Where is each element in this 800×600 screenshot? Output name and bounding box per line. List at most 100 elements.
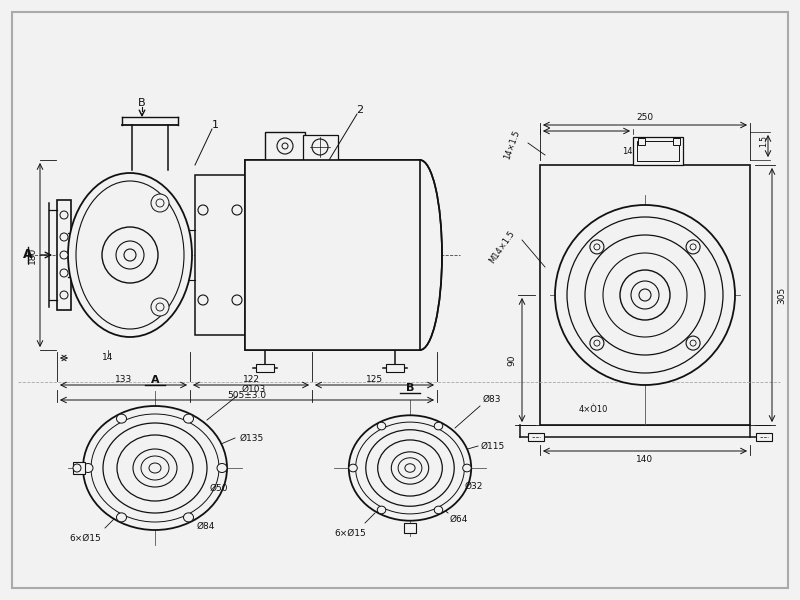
Circle shape: [232, 205, 242, 215]
Circle shape: [631, 281, 659, 309]
Circle shape: [590, 336, 604, 350]
Text: Ø83: Ø83: [483, 395, 502, 404]
Ellipse shape: [391, 452, 429, 484]
Text: 4×Ò10: 4×Ò10: [578, 406, 608, 415]
Bar: [673, 138, 680, 145]
Ellipse shape: [117, 513, 126, 522]
Ellipse shape: [434, 422, 442, 430]
Circle shape: [198, 205, 208, 215]
Circle shape: [594, 244, 600, 250]
Circle shape: [690, 340, 696, 346]
Ellipse shape: [103, 423, 207, 513]
Bar: [245, 160, 420, 350]
Bar: [756, 433, 772, 441]
Ellipse shape: [183, 513, 194, 522]
Ellipse shape: [76, 181, 184, 329]
Text: Ø32: Ø32: [465, 481, 483, 491]
Text: Ø50: Ø50: [210, 484, 229, 493]
Circle shape: [198, 295, 208, 305]
Circle shape: [60, 233, 68, 241]
Ellipse shape: [151, 194, 169, 212]
Ellipse shape: [398, 458, 422, 478]
Text: 140: 140: [637, 455, 654, 463]
Text: 14: 14: [102, 353, 114, 362]
Text: 6×Ø15: 6×Ø15: [334, 529, 366, 538]
Text: M14×1.5: M14×1.5: [487, 229, 517, 265]
Text: Ø64: Ø64: [450, 515, 468, 524]
Text: 122: 122: [242, 376, 259, 385]
Circle shape: [585, 235, 705, 355]
Bar: [245, 160, 420, 350]
Ellipse shape: [83, 463, 93, 473]
Text: 1.5: 1.5: [759, 135, 769, 147]
Ellipse shape: [151, 298, 169, 316]
Circle shape: [686, 336, 700, 350]
Text: M24: M24: [94, 212, 113, 221]
Bar: [303, 135, 338, 160]
Ellipse shape: [117, 414, 126, 423]
Text: 180: 180: [27, 247, 37, 263]
Text: 133: 133: [115, 376, 132, 385]
Circle shape: [312, 139, 328, 155]
Text: 2: 2: [357, 105, 363, 115]
Circle shape: [60, 269, 68, 277]
Ellipse shape: [462, 464, 471, 472]
Circle shape: [60, 211, 68, 219]
Ellipse shape: [398, 160, 442, 350]
Circle shape: [620, 270, 670, 320]
Text: 305: 305: [778, 286, 786, 304]
Bar: [195, 175, 245, 335]
Bar: [57, 200, 71, 310]
Text: A: A: [23, 248, 33, 262]
Text: B: B: [138, 98, 146, 108]
Text: Ø135: Ø135: [240, 433, 264, 443]
Text: Ø115: Ø115: [481, 442, 506, 451]
Ellipse shape: [366, 430, 454, 506]
Ellipse shape: [83, 406, 227, 530]
Circle shape: [690, 244, 696, 250]
Circle shape: [590, 240, 604, 254]
Circle shape: [60, 291, 68, 299]
Ellipse shape: [217, 463, 227, 473]
Circle shape: [603, 253, 687, 337]
Text: 90: 90: [507, 354, 517, 366]
Text: 6×Ø15: 6×Ø15: [69, 533, 101, 542]
Circle shape: [639, 289, 651, 301]
Bar: [638, 138, 645, 145]
Ellipse shape: [91, 414, 219, 522]
Ellipse shape: [149, 463, 161, 473]
Circle shape: [567, 217, 723, 373]
Ellipse shape: [102, 227, 158, 283]
Ellipse shape: [405, 464, 415, 472]
Ellipse shape: [116, 241, 144, 269]
Bar: [404, 523, 416, 533]
Bar: [528, 433, 544, 441]
Circle shape: [686, 240, 700, 254]
Ellipse shape: [156, 199, 164, 207]
Text: 505±3.0: 505±3.0: [227, 391, 266, 400]
Circle shape: [277, 138, 293, 154]
Text: 250: 250: [637, 113, 654, 122]
Text: B: B: [406, 383, 414, 393]
Circle shape: [232, 295, 242, 305]
Circle shape: [594, 340, 600, 346]
Bar: [256, 364, 274, 372]
Bar: [386, 364, 404, 372]
Ellipse shape: [378, 506, 386, 514]
Ellipse shape: [141, 456, 169, 480]
Text: Ø103: Ø103: [242, 385, 266, 394]
Bar: [73, 462, 85, 474]
Text: 125: 125: [366, 376, 383, 385]
Text: 1: 1: [211, 120, 218, 130]
Ellipse shape: [68, 173, 192, 337]
Text: 14: 14: [622, 146, 632, 155]
Bar: [637, 141, 679, 161]
Circle shape: [60, 251, 68, 259]
Circle shape: [555, 205, 735, 385]
Text: Ø84: Ø84: [197, 522, 215, 531]
Ellipse shape: [349, 415, 471, 521]
Ellipse shape: [349, 464, 358, 472]
Ellipse shape: [434, 506, 442, 514]
Ellipse shape: [355, 422, 464, 514]
Circle shape: [73, 464, 81, 472]
